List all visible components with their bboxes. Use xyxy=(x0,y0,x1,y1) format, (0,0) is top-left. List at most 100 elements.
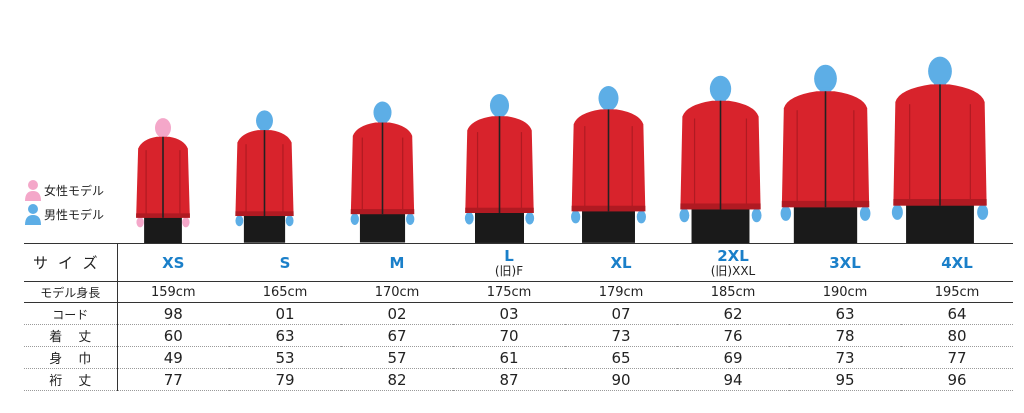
size-header-row: サイズ XS S M L (旧)F XL 2XL (旧)XXL 3XL 4XL xyxy=(24,243,1013,282)
table-cell: 90 xyxy=(565,368,677,391)
cell-value: 53 xyxy=(275,348,295,367)
model-right-hand xyxy=(977,204,989,220)
model-pants xyxy=(793,203,857,243)
size-cell: M xyxy=(341,243,453,282)
size-cell: 2XL (旧)XXL xyxy=(677,243,789,282)
table-cell: 94 xyxy=(677,368,789,391)
model-legend: 女性モデル 男性モデル xyxy=(24,178,104,226)
cell-value: 67 xyxy=(387,326,407,345)
model-left-hand xyxy=(571,210,581,224)
size-label: S xyxy=(279,253,291,272)
table-cell: 57 xyxy=(341,346,453,369)
model-figure-s xyxy=(235,110,294,243)
cell-value: 80 xyxy=(947,326,967,345)
table-row: 裄丈 77 79 82 87 90 94 95 96 xyxy=(24,368,1013,391)
model-pants xyxy=(360,210,406,243)
table-cell: 67 xyxy=(341,324,453,347)
table-cell: 70 xyxy=(453,324,565,347)
cell-value: 73 xyxy=(611,326,631,345)
table-cell: 77 xyxy=(901,346,1013,369)
table-cell: 79 xyxy=(229,368,341,391)
model-pants xyxy=(144,213,183,243)
model-figures xyxy=(136,56,989,243)
model-head xyxy=(813,64,837,93)
table-cell: 65 xyxy=(565,346,677,369)
height-value: 190cm xyxy=(822,284,868,300)
model-pants xyxy=(582,207,636,243)
height-cell: 175cm xyxy=(453,281,565,303)
cell-value: 77 xyxy=(163,370,183,389)
cell-value: 90 xyxy=(611,370,631,389)
table-cell: 64 xyxy=(901,302,1013,325)
model-right-hand xyxy=(859,206,871,221)
model-head xyxy=(256,110,274,132)
cell-value: 03 xyxy=(499,304,519,323)
cell-value: 98 xyxy=(163,304,183,323)
height-value: 170cm xyxy=(374,284,420,300)
cell-value: 63 xyxy=(275,326,295,345)
model-pants xyxy=(906,201,975,243)
size-chart-table: サイズ XS S M L (旧)F XL 2XL (旧)XXL 3XL 4XL モデル身長 159cm 1… xyxy=(24,243,1013,391)
table-cell: 63 xyxy=(229,324,341,347)
cell-value: 61 xyxy=(499,348,519,367)
row-label: 裄丈 xyxy=(49,374,108,389)
cell-value: 77 xyxy=(947,348,967,367)
row-label: 着丈 xyxy=(49,330,108,345)
model-head xyxy=(598,86,619,111)
cell-value: 78 xyxy=(835,326,855,345)
size-cell: S xyxy=(229,243,341,282)
model-right-hand xyxy=(524,212,534,225)
model-neck xyxy=(260,126,270,134)
size-old-label: (旧)F xyxy=(494,263,524,278)
cell-value: 96 xyxy=(947,370,967,389)
size-label: 3XL xyxy=(829,253,861,272)
row-label: コード xyxy=(52,307,89,322)
table-cell: 53 xyxy=(229,346,341,369)
height-cell: 185cm xyxy=(677,281,789,303)
size-cell: 4XL xyxy=(901,243,1013,282)
size-old-label: (旧)XXL xyxy=(710,263,756,278)
table-row: コード 98 01 02 03 07 62 63 64 xyxy=(24,302,1013,325)
cell-value: 07 xyxy=(611,304,631,323)
table-cell: 98 xyxy=(117,302,229,325)
model-figure-4xl xyxy=(891,56,989,243)
cell-value: 70 xyxy=(499,326,519,345)
height-header-label: モデル身長 xyxy=(40,285,101,300)
cell-value: 94 xyxy=(723,370,743,389)
model-left-hand xyxy=(780,206,791,221)
model-right-hand xyxy=(182,217,190,228)
table-cell: 63 xyxy=(789,302,901,325)
cell-value: 82 xyxy=(387,370,407,389)
row-label-cell: 身巾 xyxy=(24,346,118,369)
table-cell: 77 xyxy=(117,368,229,391)
male-model-icon xyxy=(25,204,41,225)
table-row: 身巾 49 53 57 61 65 69 73 77 xyxy=(24,346,1013,369)
cell-value: 60 xyxy=(163,326,183,345)
table-cell: 62 xyxy=(677,302,789,325)
cell-value: 69 xyxy=(723,348,743,367)
cell-value: 95 xyxy=(835,370,855,389)
cell-value: 63 xyxy=(835,304,855,323)
table-cell: 07 xyxy=(565,302,677,325)
height-header-cell: モデル身長 xyxy=(24,281,118,303)
table-cell: 80 xyxy=(901,324,1013,347)
table-cell: 87 xyxy=(453,368,565,391)
cell-value: 02 xyxy=(387,304,407,323)
cell-value: 64 xyxy=(947,304,967,323)
size-label: 4XL xyxy=(941,253,973,272)
legend-male: 男性モデル xyxy=(24,202,104,226)
height-cell: 190cm xyxy=(789,281,901,303)
table-cell: 73 xyxy=(565,324,677,347)
model-left-hand xyxy=(679,208,689,223)
model-pants xyxy=(244,212,286,243)
size-label: XL xyxy=(610,253,632,272)
model-figure-3xl xyxy=(780,64,871,243)
row-label-cell: 裄丈 xyxy=(24,368,118,391)
size-cell: L (旧)F xyxy=(453,243,565,282)
size-label: 2XL xyxy=(717,246,749,265)
model-figure-m xyxy=(350,101,415,243)
table-cell: 95 xyxy=(789,368,901,391)
table-cell: 02 xyxy=(341,302,453,325)
model-figure-2xl xyxy=(679,75,762,243)
cell-value: 73 xyxy=(835,348,855,367)
